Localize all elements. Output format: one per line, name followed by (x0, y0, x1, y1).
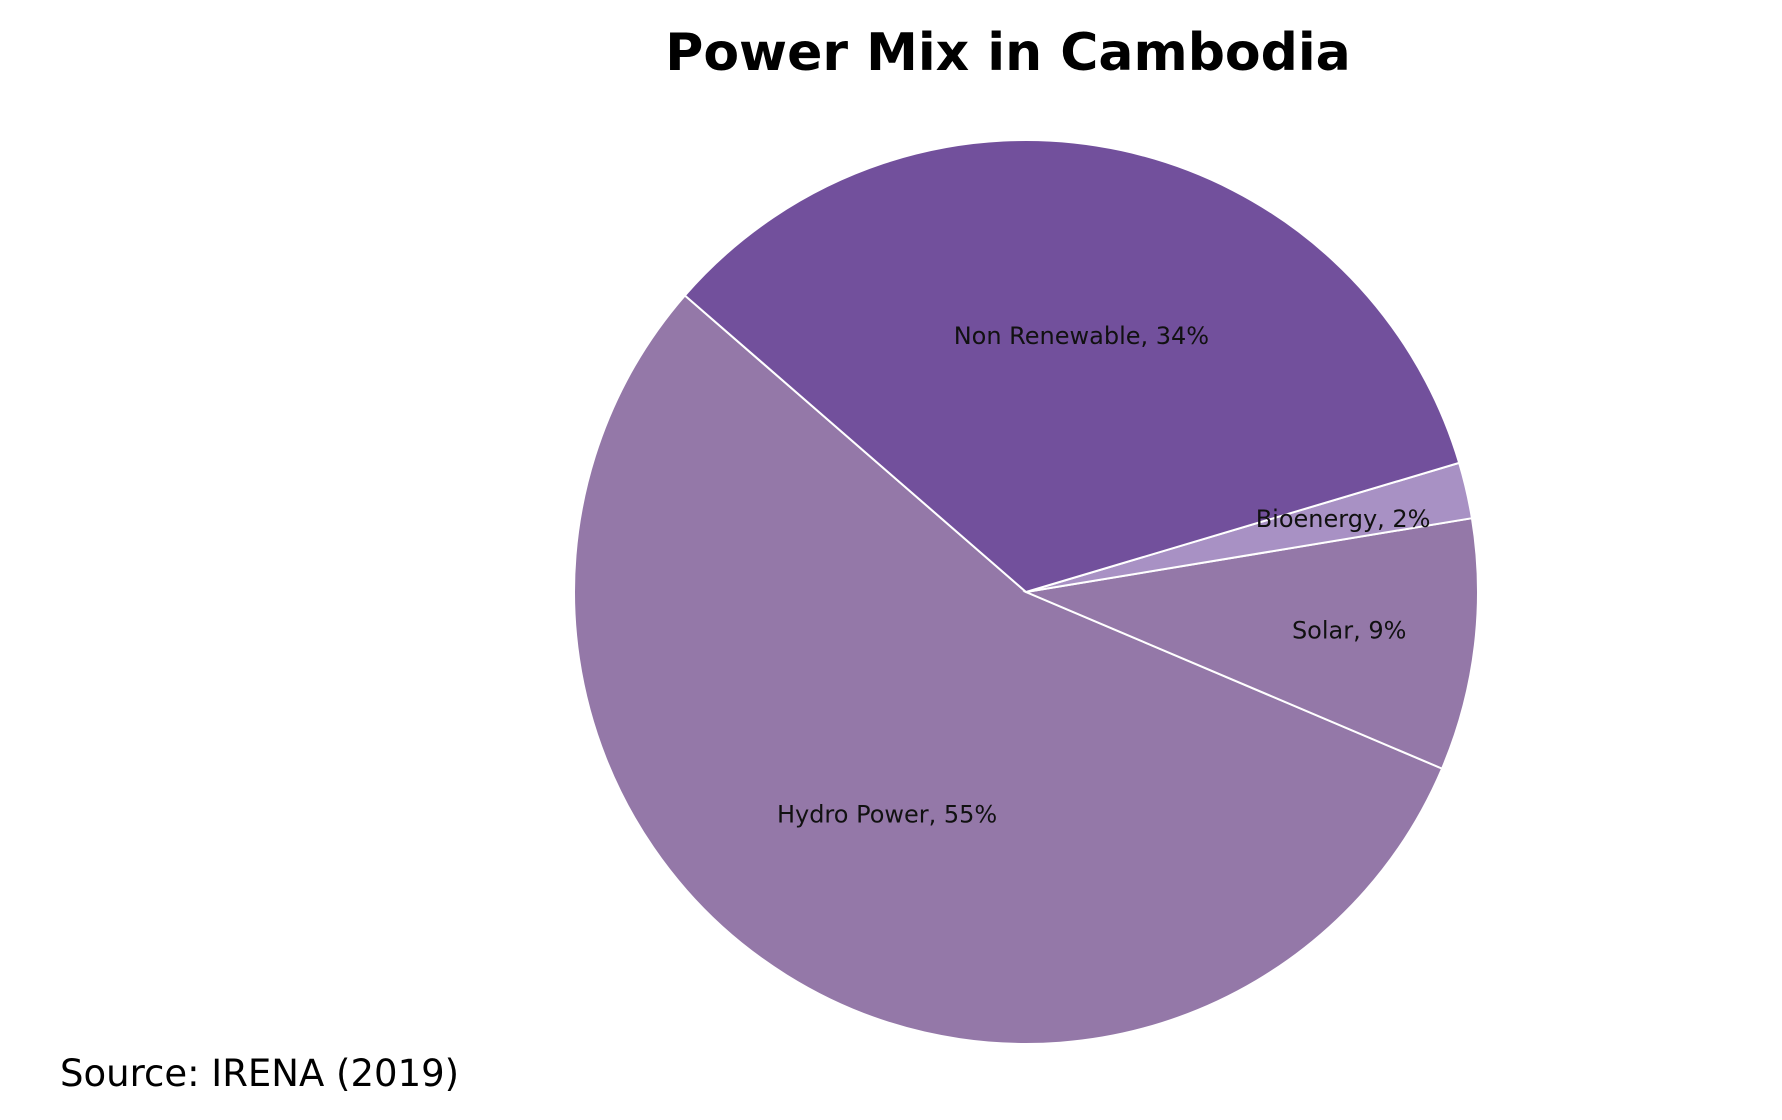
data-label-non-renewable: Non Renewable, 34% (954, 322, 1209, 350)
pie-slice-solar (1022, 517, 1479, 770)
pie-slice-hydro-power (573, 294, 1444, 1045)
pie-slices (573, 139, 1479, 1045)
chart-title: Power Mix in Cambodia (665, 23, 1351, 83)
source-note: Source: IRENA (2019) (60, 1052, 459, 1095)
data-label-hydro-power: Hydro Power, 55% (777, 800, 997, 828)
pie-slice-non-renewable (683, 139, 1461, 594)
data-label-solar: Solar, 9% (1292, 617, 1407, 645)
data-label-bioenergy: Bioenergy, 2% (1256, 505, 1431, 533)
slice-labels: Hydro Power, 55% Solar, 9% Bioenergy, 2% No… (777, 322, 1431, 829)
